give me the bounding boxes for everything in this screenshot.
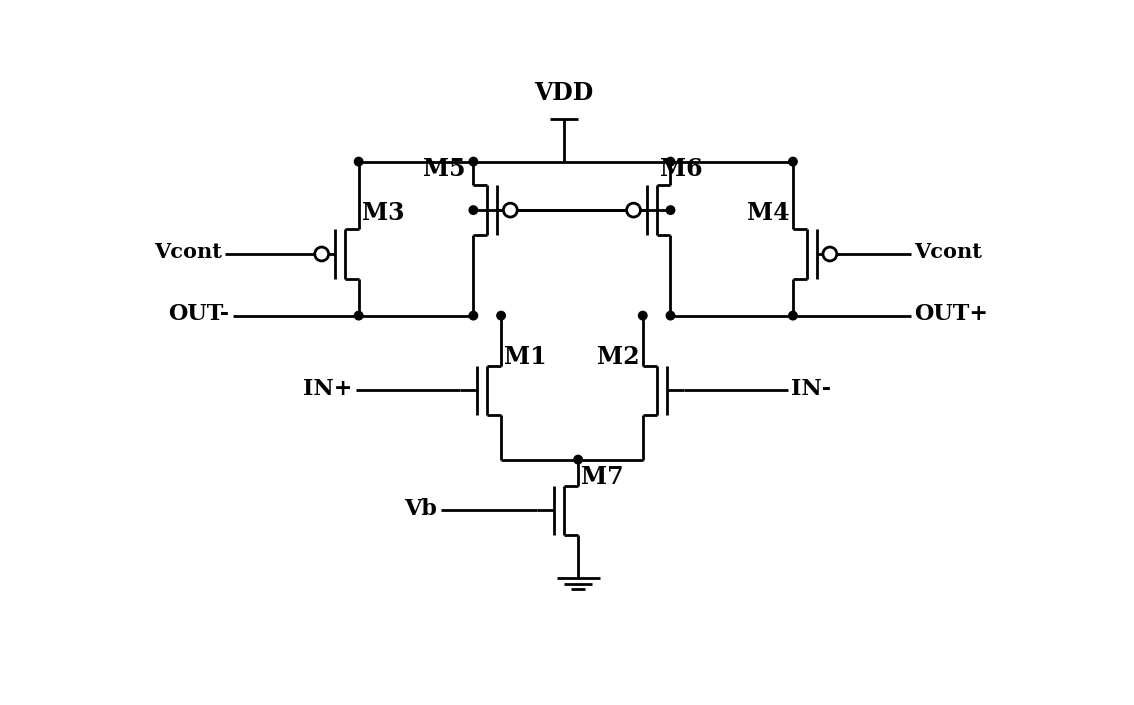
Circle shape [355,157,363,166]
Text: M4: M4 [747,201,790,225]
Circle shape [667,157,675,166]
Text: Vb: Vb [405,498,438,520]
Text: IN+: IN+ [303,378,353,400]
Text: OUT-: OUT- [168,303,229,325]
Circle shape [469,312,477,320]
Circle shape [315,247,329,261]
Text: OUT+: OUT+ [915,303,989,325]
Circle shape [503,203,517,217]
Text: M3: M3 [362,201,404,225]
Text: M5: M5 [423,157,466,181]
Circle shape [788,157,797,166]
Circle shape [497,312,506,320]
Text: M2: M2 [598,345,640,369]
Text: M1: M1 [505,345,547,369]
Text: M6: M6 [660,157,703,181]
Text: Vcont: Vcont [915,243,982,262]
Circle shape [788,312,797,320]
Text: Vcont: Vcont [154,243,221,262]
Circle shape [667,206,675,214]
Circle shape [469,157,477,166]
Circle shape [667,312,675,320]
Circle shape [823,247,837,261]
Circle shape [627,203,641,217]
Circle shape [355,312,363,320]
Text: M7: M7 [582,465,624,489]
Text: IN-: IN- [792,378,831,400]
Circle shape [574,455,583,464]
Circle shape [469,206,477,214]
Circle shape [638,312,648,320]
Text: VDD: VDD [534,81,594,105]
